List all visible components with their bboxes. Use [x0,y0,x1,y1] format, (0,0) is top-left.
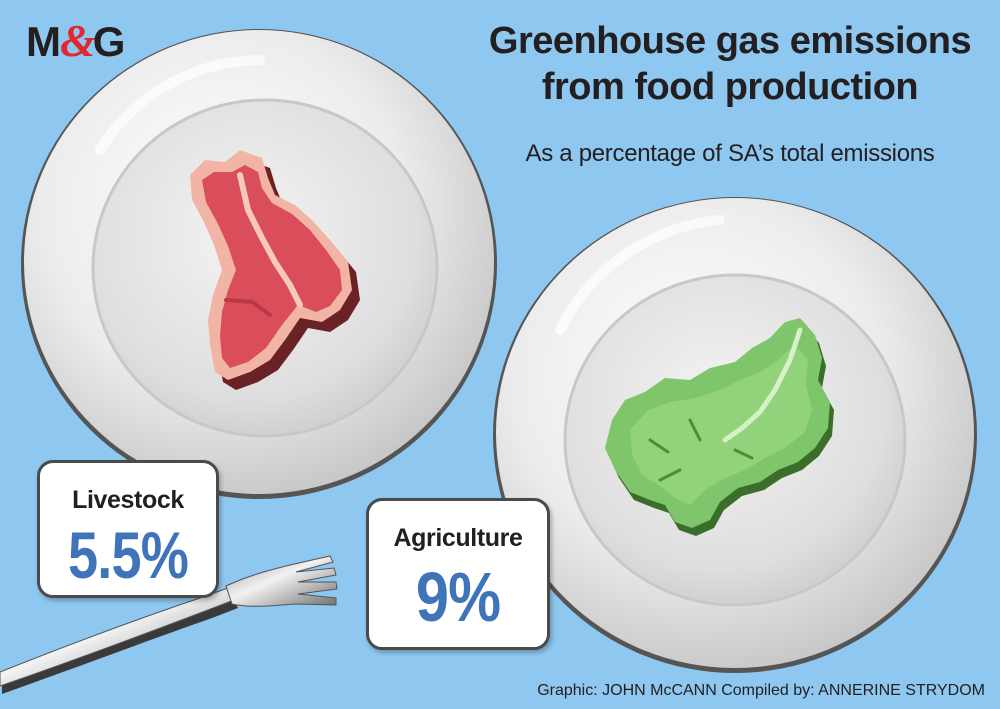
brand-logo: M&G [26,15,126,66]
page-subtitle: As a percentage of SA’s total emissions [525,140,935,167]
steak-icon [190,150,360,390]
livestock-value: 5.5% [67,518,189,592]
logo-ampersand: & [60,15,96,66]
livestock-card: Livestock 5.5% [37,460,219,598]
page-title: Greenhouse gas emissions from food produ… [470,18,990,110]
agriculture-label: Agriculture [393,524,523,552]
fork-icon [0,555,338,694]
logo-letter-g: G [92,18,126,65]
credit-line: Graphic: JOHN McCANN Compiled by: ANNERI… [537,682,985,699]
agriculture-value: 9% [415,558,501,636]
title-line-2: from food production [541,66,919,108]
title-line-1: Greenhouse gas emissions [488,20,972,62]
logo-letter-m: M [26,18,61,65]
livestock-label: Livestock [72,486,184,514]
agriculture-card: Agriculture 9% [366,498,550,650]
lettuce-icon [605,318,834,536]
